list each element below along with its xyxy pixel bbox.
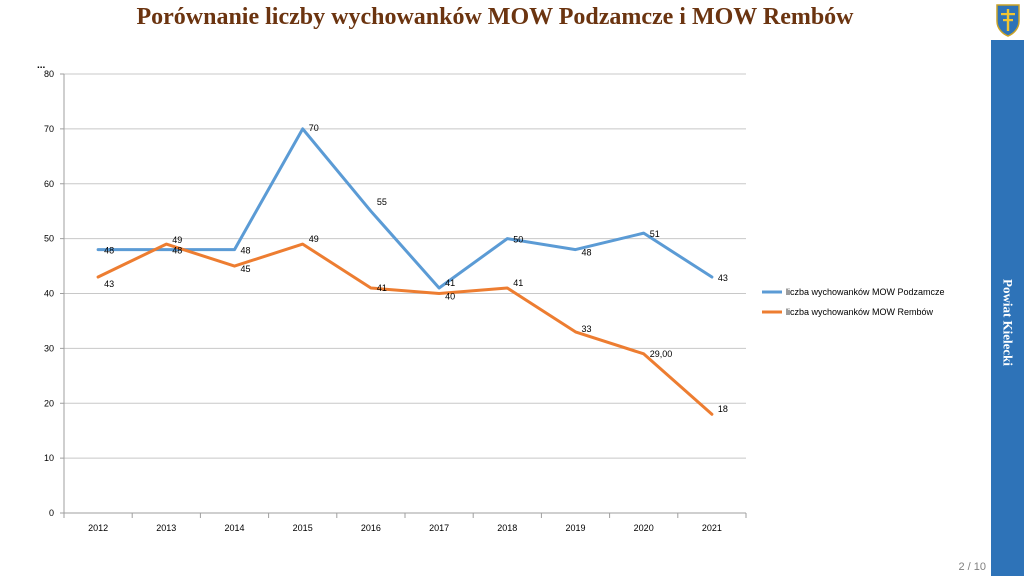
coat-of-arms-icon [995, 4, 1020, 37]
data-label-podzamcze: 41 [445, 278, 455, 288]
data-label-rembow: 45 [241, 264, 251, 274]
data-label-rembow: 49 [309, 234, 319, 244]
x-tick-label: 2017 [429, 523, 449, 533]
data-label-rembow: 49 [172, 235, 182, 245]
y-tick-label: 40 [44, 289, 54, 299]
y-tick-label: 0 [49, 508, 54, 518]
slide-title: Porównanie liczby wychowanków MOW Podzam… [136, 4, 854, 30]
data-label-podzamcze: 51 [650, 229, 660, 239]
y-tick-label: 10 [44, 453, 54, 463]
data-label-rembow: 29,00 [650, 349, 673, 359]
side-label-text: Powiat Kielecki [1000, 279, 1016, 367]
line-chart: ... 0 10 20 30 40 50 60 70 80 2012 2013 2014 2015 201… [37, 60, 945, 533]
data-label-podzamcze: 48 [582, 248, 592, 258]
side-bar [991, 40, 1024, 576]
crest [991, 0, 1024, 40]
data-label-podzamcze: 48 [241, 246, 251, 256]
data-label-rembow: 43 [104, 279, 114, 289]
series-podzamcze-line [96, 127, 714, 290]
legend-item-podzamcze: liczba wychowanków MOW Podzamcze [786, 287, 945, 297]
side-label: Powiat Kielecki [991, 40, 1024, 576]
data-label-podzamcze: 50 [513, 235, 523, 245]
legend-item-rembow: liczba wychowanków MOW Rembów [786, 307, 934, 317]
x-tick-label: 2021 [702, 523, 722, 533]
x-tick-label: 2018 [497, 523, 517, 533]
x-tick-label: 2019 [565, 523, 585, 533]
data-label-podzamcze: 43 [718, 273, 728, 283]
data-label-rembow: 41 [377, 283, 387, 293]
y-tick-label: 70 [44, 124, 54, 134]
y-tick-label: 30 [44, 343, 54, 353]
data-label-podzamcze: 48 [172, 246, 182, 256]
y-tick-label: 80 [44, 69, 54, 79]
x-tick-label: 2012 [88, 523, 108, 533]
y-tick-label: 20 [44, 398, 54, 408]
page-number: 2 / 10 [958, 561, 986, 573]
x-tick-label: 2020 [634, 523, 654, 533]
series-rembow-line [96, 242, 714, 416]
data-label-rembow: 18 [718, 404, 728, 414]
data-label-podzamcze: 70 [309, 123, 319, 133]
chart-corner-mark: ... [37, 60, 46, 71]
data-label-podzamcze: 48 [104, 246, 114, 256]
y-tick-label: 50 [44, 234, 54, 244]
data-label-rembow: 33 [582, 324, 592, 334]
data-label-rembow: 41 [513, 278, 523, 288]
data-label-podzamcze: 55 [377, 197, 387, 207]
x-tick-label: 2015 [293, 523, 313, 533]
x-tick-label: 2016 [361, 523, 381, 533]
y-tick-label: 60 [44, 179, 54, 189]
data-label-rembow: 40 [445, 292, 455, 302]
x-tick-label: 2013 [156, 523, 176, 533]
x-tick-label: 2014 [224, 523, 244, 533]
